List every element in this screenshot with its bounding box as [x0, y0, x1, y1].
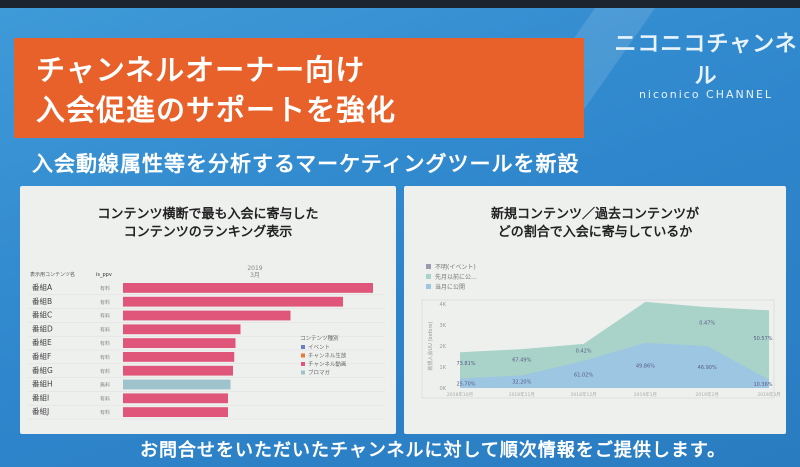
y-tick: 1K [440, 365, 447, 371]
bar [123, 324, 241, 335]
slide-subtitle: 入会動線属性等を分析するマーケティングツールを新設 [32, 152, 580, 176]
data-label-old: 0.47% [699, 321, 715, 327]
plot-frame [421, 299, 775, 399]
presentation-slide: チャンネルオーナー向け 入会促進のサポートを強化 ニコニコチャンネル nicon… [0, 8, 800, 467]
legend-label: 不明(イベント) [435, 264, 476, 271]
x-tick: 2018年12月 [571, 391, 597, 398]
legend-swatch [301, 345, 305, 349]
niconico-channel-logo: ニコニコチャンネル niconico CHANNEL [612, 26, 800, 101]
row-pay: 有料 [100, 313, 110, 320]
row-label: 番組I [32, 392, 49, 402]
ranking-title-line-1: コンテンツ横断で最も入会に寄与した [97, 207, 319, 222]
legend-swatch [426, 284, 431, 289]
row-pay: 有料 [100, 354, 110, 361]
y-tick: 3K [440, 323, 447, 329]
row-label: 番組E [32, 337, 52, 347]
y-tick: 2K [440, 344, 447, 350]
x-tick: 2018年11月 [509, 391, 535, 398]
x-tick: 2018年10月 [447, 391, 473, 398]
bar [123, 283, 373, 293]
logo-en: niconico CHANNEL [638, 88, 774, 101]
legend-swatch [301, 353, 305, 358]
row-pay: 無料 [100, 382, 110, 389]
bar [123, 393, 228, 404]
data-label-old: 0.42% [576, 349, 592, 355]
data-label-new: 25.70% [456, 381, 475, 387]
bar [123, 407, 228, 417]
contribution-area-chart: 不明(イベント) 先月以前に公... 当月に公開 0K 1K 2K 3K 4K 新規入会UU (… [421, 264, 781, 399]
contribution-title-line-1: 新規コンテンツ／過去コンテンツが [490, 207, 699, 222]
row-pay: 有料 [100, 395, 110, 402]
x-tick: 2019年1月 [634, 391, 657, 398]
slide-title-line-1: チャンネルオーナー向け [36, 53, 366, 87]
row-label: 番組H [32, 379, 53, 389]
data-label-new: 10.36% [753, 382, 772, 388]
bar [123, 365, 233, 376]
y-axis-label: 新規入会UU (before) [427, 322, 434, 371]
row-label: 番組F [32, 351, 51, 361]
ranking-title: コンテンツ横断で最も入会に寄与した コンテンツのランキング表示 [20, 206, 396, 242]
legend-label: チャンネル生放 [308, 352, 347, 360]
row-label: 番組C [32, 310, 52, 320]
y-tick: 4K [440, 302, 447, 308]
data-label-new: 49.86% [636, 363, 655, 369]
legend-label: 先月以前に公... [435, 273, 477, 281]
row-pay: 有料 [100, 340, 110, 347]
row-pay: 有料 [100, 326, 110, 333]
ranking-title-line-2: コンテンツのランキング表示 [123, 225, 293, 240]
slide-title-line-2: 入会促進のサポートを強化 [36, 93, 397, 127]
x-tick: 2019年2月 [696, 391, 719, 398]
legend-swatch [426, 264, 431, 269]
col-header-pay: is_ppv [96, 272, 112, 278]
data-label-old: 73.81% [456, 361, 475, 367]
slide-footer: お問合せをいただいたチャンネルに対して順次情報をご提供します。 [140, 440, 727, 461]
row-label: 番組A [32, 282, 53, 292]
data-label-new: 32.20% [512, 380, 531, 386]
legend-title: コンテンツ種別 [300, 334, 339, 342]
legend-label: チャンネル動画 [308, 360, 346, 368]
contribution-panel: 新規コンテンツ／過去コンテンツが どの割合で入会に寄与しているか 不明(イベント… [404, 186, 786, 434]
data-label-new: 46.90% [698, 365, 717, 371]
title-box: チャンネルオーナー向け 入会促進のサポートを強化 [14, 38, 584, 138]
row-pay: 有料 [100, 409, 110, 416]
bar [123, 296, 343, 307]
bar [123, 338, 236, 348]
legend-label: イベント [308, 344, 330, 351]
row-label: 番組D [32, 323, 53, 333]
period-year: 2019 [247, 265, 262, 272]
logo-jp: ニコニコチャンネル [614, 32, 798, 89]
data-label-old: 67.49% [512, 358, 531, 364]
row-label: 番組J [32, 406, 49, 416]
area-current-month [460, 342, 769, 388]
period-month: 3月 [250, 272, 260, 279]
y-tick: 0K [440, 386, 447, 392]
x-tick: 2019年3月 [757, 391, 780, 398]
bar [123, 379, 231, 390]
col-header-name: 表示用コンテンツ名 [30, 271, 75, 278]
row-pay: 有料 [100, 285, 110, 292]
row-pay: 有料 [100, 368, 110, 375]
ranking-panel: コンテンツ横断で最も入会に寄与した コンテンツのランキング表示 2019 3月 表示… [20, 186, 396, 434]
data-label-new: 61.02% [574, 372, 593, 378]
contribution-title: 新規コンテンツ／過去コンテンツが どの割合で入会に寄与しているか [404, 206, 786, 242]
legend-label: 当月に公開 [435, 283, 465, 291]
legend-swatch [426, 274, 431, 279]
legend-swatch [301, 370, 305, 375]
row-pay: 有料 [100, 299, 110, 306]
contribution-title-line-2: どの割合で入会に寄与しているか [497, 225, 693, 240]
legend-label: ブロマガ [308, 369, 331, 377]
row-label: 番組B [32, 296, 52, 306]
legend-swatch [301, 362, 305, 366]
bar [123, 310, 291, 321]
bar [123, 352, 235, 362]
data-label-old: 50.57% [753, 336, 772, 342]
row-label: 番組G [32, 365, 53, 375]
